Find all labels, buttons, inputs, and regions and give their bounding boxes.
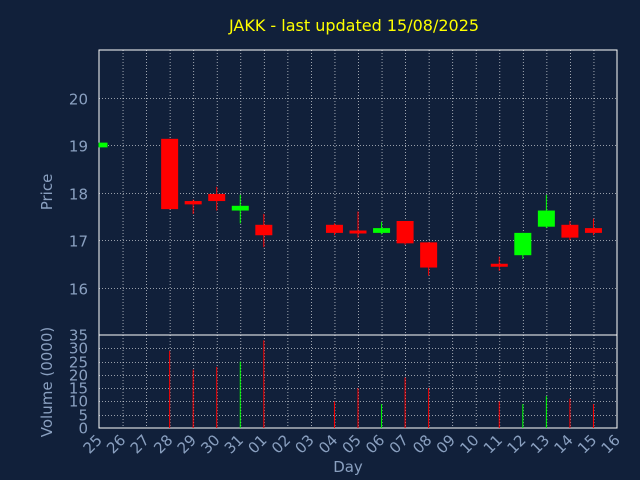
price-panel: 16 17 18 19 20 [69,49,618,336]
volume-tick-label: 20 [69,367,88,385]
volume-tick-label: 15 [69,380,88,398]
price-tick-label: 17 [69,233,88,251]
x-tick-label: 01 [244,431,270,457]
x-tick-label: 10 [456,431,482,457]
price-axis-label: Price [38,174,56,211]
x-tick-label: 11 [480,431,506,457]
x-tick-label: 15 [574,431,600,457]
x-tick-label: 14 [551,431,577,457]
candle-body-04 [325,224,343,233]
candle-body-31 [231,205,249,211]
candle-body-12 [514,232,532,256]
price-tick-label: 16 [69,281,88,299]
x-tick-label: 08 [409,431,435,457]
volume-axis-label: Volume (0000) [38,327,56,437]
price-tick-label: 20 [69,91,88,109]
volume-tick-label: 25 [69,354,88,372]
x-tick-label: 09 [433,431,459,457]
x-tick-label: 13 [527,431,553,457]
candle-body-28 [161,138,179,210]
volume-tick-label: 35 [69,327,88,345]
x-tick-label: 26 [103,431,129,457]
chart-title: JAKK - last updated 15/08/2025 [228,16,479,35]
x-axis-ticks: 2526272829303101020304050607080910111213… [80,431,624,457]
candle-body-05 [349,230,367,234]
x-tick-label: 31 [221,431,247,457]
x-tick-label: 28 [150,431,176,457]
candle-body-07 [396,221,414,244]
candle-body-11 [490,263,508,267]
x-tick-label: 07 [386,431,412,457]
x-tick-label: 05 [339,431,365,457]
x-tick-label: 16 [598,431,624,457]
x-tick-label: 27 [127,431,153,457]
x-tick-label: 03 [292,431,318,457]
candle-body-25 [99,142,108,148]
x-tick-label: 04 [315,431,341,457]
candle-body-08 [420,242,438,268]
x-tick-label: 02 [268,431,294,457]
x-tick-label: 29 [174,431,200,457]
x-tick-label: 06 [362,431,388,457]
candle-body-29 [184,201,202,205]
candle-body-01 [255,224,273,236]
x-tick-label: 30 [197,431,223,457]
volume-tick-label: 5 [78,407,88,425]
price-tick-label: 18 [69,186,88,204]
candle-body-30 [208,193,226,202]
x-axis-label: Day [333,458,363,476]
volume-tick-label: 0 [78,420,88,438]
candle-body-15 [584,228,602,233]
x-tick-label: 12 [503,431,529,457]
price-tick-label: 19 [69,138,88,156]
candle-body-06 [373,228,391,233]
candle-body-13 [537,210,555,227]
volume-tick-label: 10 [69,393,88,411]
candle-body-14 [561,224,579,238]
volume-tick-label: 30 [69,340,88,358]
price-plot-frame [98,49,618,336]
